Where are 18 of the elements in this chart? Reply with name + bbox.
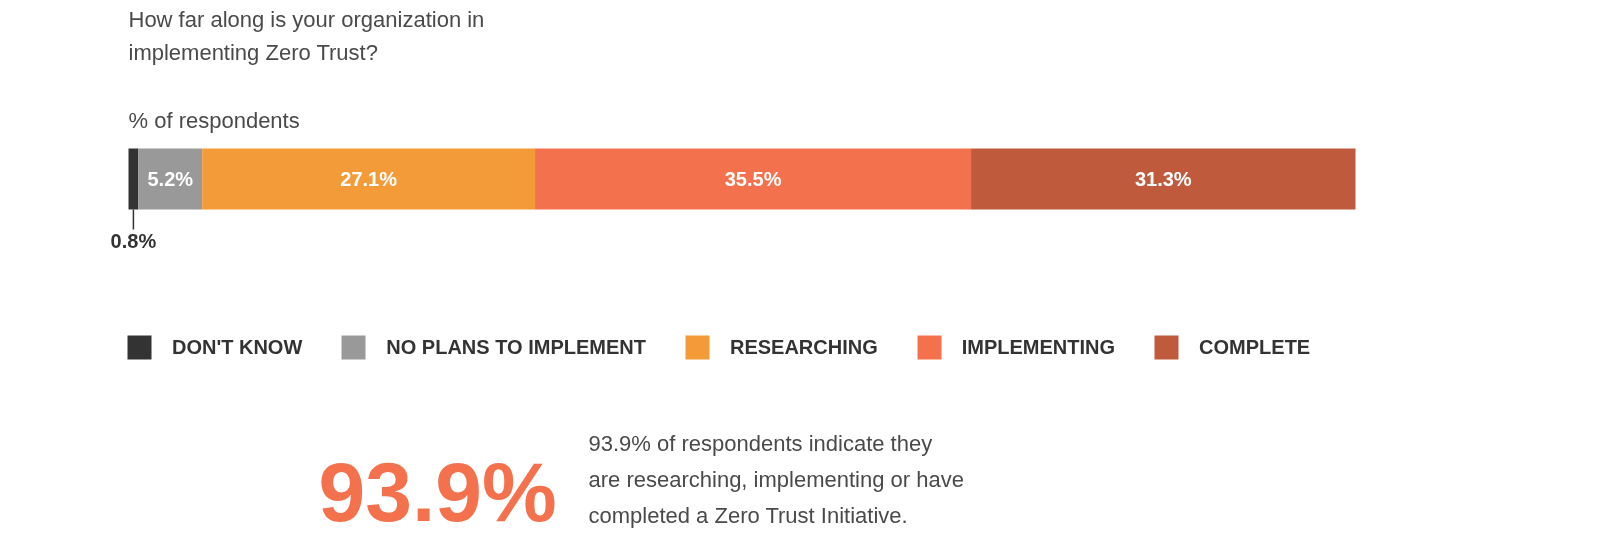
legend-label: RESEARCHING	[729, 335, 878, 359]
data-label: 0.8%	[110, 229, 157, 252]
text: 93.9% of respondents indicate they are researching, implementing or have completed a Zero Trust Initiative.	[588, 430, 964, 528]
legend-label: NO PLANS TO IMPLEMENT	[386, 335, 646, 359]
legend-label: IMPLEMENTING	[961, 335, 1116, 359]
chart-title: How far along is your organization in implementing Zero Trust?	[128, 6, 485, 65]
legend-label: DON'T KNOW	[172, 335, 303, 359]
bar	[535, 148, 972, 210]
bar	[202, 148, 536, 210]
data-label: 27.1%	[340, 168, 398, 190]
text: 93.9%	[318, 444, 557, 539]
data-label: 31.3%	[1134, 168, 1192, 190]
chart-subtitle: % of respondents	[128, 107, 300, 133]
bar	[138, 148, 203, 210]
data-label: 5.2%	[147, 168, 194, 190]
legend-label: COMPLETE	[1199, 335, 1311, 359]
data-label: 35.5%	[724, 168, 782, 190]
bar	[971, 148, 1356, 210]
